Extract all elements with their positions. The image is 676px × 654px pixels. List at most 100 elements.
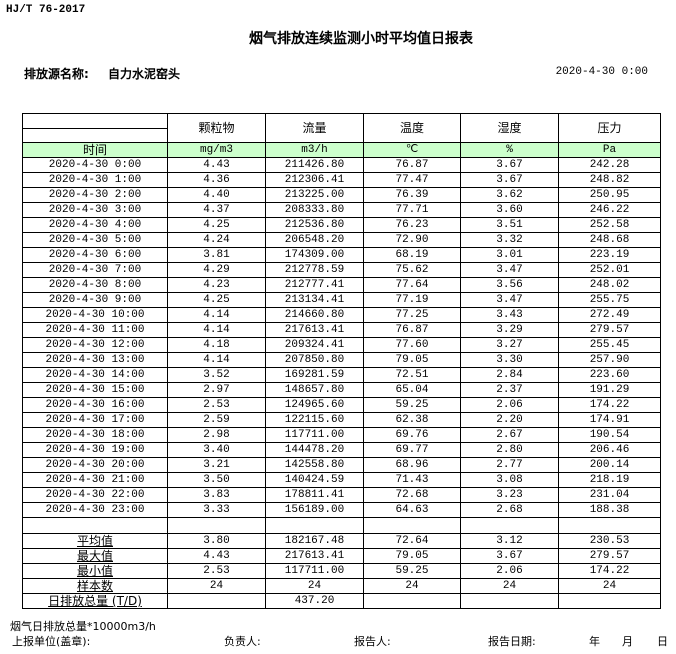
stat-temperature: 79.05: [363, 548, 461, 564]
cell-humidity: 3.43: [460, 307, 559, 323]
cell-temperature: 71.43: [363, 472, 461, 488]
cell-humidity: 3.51: [460, 217, 559, 233]
col-header-temperature: 温度: [363, 113, 461, 143]
cell-pressure: 242.28: [558, 157, 661, 173]
cell-particulate: 2.53: [167, 397, 266, 413]
col-header-pressure: 压力: [558, 113, 661, 143]
table-row: 2020-4-30 18:00 2.98 117711.00 69.76 2.67 190…: [22, 427, 661, 443]
cell-pressure: 174.91: [558, 412, 661, 428]
stat-temperature: 59.25: [363, 563, 461, 579]
cell-flow: 174309.00: [265, 247, 364, 263]
cell-temperature: 76.39: [363, 187, 461, 203]
cell-pressure: 252.01: [558, 262, 661, 278]
cell-particulate: 4.29: [167, 262, 266, 278]
cell-humidity: 3.47: [460, 292, 559, 308]
stat-pressure: 230.53: [558, 533, 661, 549]
cell-humidity: 2.80: [460, 442, 559, 458]
stat-flow: 117711.00: [265, 563, 364, 579]
cell-flow: 212777.41: [265, 277, 364, 293]
report-table: 颗粒物 流量 温度 湿度 压力 时间 mg/m3 m3/h ℃ % Pa 202…: [22, 113, 661, 609]
cell-particulate: 4.37: [167, 202, 266, 218]
cell-particulate: 4.25: [167, 217, 266, 233]
stat-row: 样本数 24 24 24 24 24: [22, 578, 661, 594]
cell-humidity: 3.56: [460, 277, 559, 293]
cell-temperature: 76.87: [363, 157, 461, 173]
table-row: 2020-4-30 20:00 3.21 142558.80 68.96 2.77 200…: [22, 457, 661, 473]
cell-pressure: 223.19: [558, 247, 661, 263]
stat-row: 日排放总量 (T/D) 437.20: [22, 593, 661, 609]
cell-particulate: 3.33: [167, 502, 266, 518]
cell-time: 2020-4-30 15:00: [22, 382, 168, 398]
cell-flow: 212536.80: [265, 217, 364, 233]
stat-row: 最小值 2.53 117711.00 59.25 2.06 174.22: [22, 563, 661, 579]
cell-pressure: 279.57: [558, 322, 661, 338]
table-row: 2020-4-30 13:00 4.14 207850.80 79.05 3.30 257…: [22, 352, 661, 368]
cell-temperature: 77.19: [363, 292, 461, 308]
cell-flow: 207850.80: [265, 352, 364, 368]
stat-pressure: 24: [558, 578, 661, 594]
cell-particulate: 4.18: [167, 337, 266, 353]
cell-pressure: 206.46: [558, 442, 661, 458]
stat-label: 平均值: [22, 533, 168, 549]
cell-temperature: 79.05: [363, 352, 461, 368]
stat-particulate: 3.80: [167, 533, 266, 549]
cell-particulate: 4.23: [167, 277, 266, 293]
cell-humidity: 2.20: [460, 412, 559, 428]
cell-particulate: 3.50: [167, 472, 266, 488]
cell-humidity: 2.77: [460, 457, 559, 473]
footer-note: 烟气日排放总量*10000m3/h: [10, 620, 156, 633]
cell-temperature: 65.04: [363, 382, 461, 398]
table-row: 2020-4-30 2:00 4.40 213225.00 76.39 3.62 250.…: [22, 187, 661, 203]
col-header-particulate: 颗粒物: [167, 113, 266, 143]
cell-pressure: 257.90: [558, 352, 661, 368]
cell-particulate: 3.40: [167, 442, 266, 458]
header-corner: [22, 113, 168, 143]
stat-flow: 24: [265, 578, 364, 594]
cell-humidity: 3.60: [460, 202, 559, 218]
cell-pressure: 248.68: [558, 232, 661, 248]
cell-humidity: 2.84: [460, 367, 559, 383]
cell-particulate: 4.40: [167, 187, 266, 203]
stat-row: 平均值 3.80 182167.48 72.64 3.12 230.53: [22, 533, 661, 549]
stat-pressure: 279.57: [558, 548, 661, 564]
cell-pressure: 255.75: [558, 292, 661, 308]
source-label: 排放源名称:: [24, 67, 89, 81]
stat-pressure: [558, 593, 661, 609]
cell-pressure: 231.04: [558, 487, 661, 503]
cell-particulate: 2.59: [167, 412, 266, 428]
unit-temperature: ℃: [363, 142, 461, 158]
cell-humidity: 3.27: [460, 337, 559, 353]
cell-time: 2020-4-30 4:00: [22, 217, 168, 233]
cell-temperature: 77.71: [363, 202, 461, 218]
cell-flow: 122115.60: [265, 412, 364, 428]
cell-pressure: 248.02: [558, 277, 661, 293]
table-row: 2020-4-30 19:00 3.40 144478.20 69.77 2.80 206…: [22, 442, 661, 458]
cell-flow: 214660.80: [265, 307, 364, 323]
cell-time: 2020-4-30 14:00: [22, 367, 168, 383]
cell-time: 2020-4-30 8:00: [22, 277, 168, 293]
col-header-humidity: 湿度: [460, 113, 559, 143]
unit-row: 时间 mg/m3 m3/h ℃ % Pa: [22, 142, 661, 158]
cell-particulate: 3.21: [167, 457, 266, 473]
cell-temperature: 69.77: [363, 442, 461, 458]
cell-time: 2020-4-30 20:00: [22, 457, 168, 473]
stat-humidity: 3.12: [460, 533, 559, 549]
cell-pressure: 218.19: [558, 472, 661, 488]
table-row: 2020-4-30 0:00 4.43 211426.80 76.87 3.67 242.…: [22, 157, 661, 173]
report-title: 烟气排放连续监测小时平均值日报表: [249, 31, 473, 47]
cell-humidity: 3.08: [460, 472, 559, 488]
cell-time: 2020-4-30 17:00: [22, 412, 168, 428]
cell-time: 2020-4-30 10:00: [22, 307, 168, 323]
cell-particulate: 2.98: [167, 427, 266, 443]
blank-cell: [363, 517, 461, 534]
cell-flow: 212306.41: [265, 172, 364, 188]
cell-flow: 178811.41: [265, 487, 364, 503]
cell-pressure: 200.14: [558, 457, 661, 473]
unit-label: 上报单位(盖章):: [12, 635, 91, 648]
cell-time: 2020-4-30 12:00: [22, 337, 168, 353]
cell-flow: 144478.20: [265, 442, 364, 458]
cell-particulate: 4.36: [167, 172, 266, 188]
cell-pressure: 272.49: [558, 307, 661, 323]
responsible-label: 负责人:: [224, 635, 261, 648]
cell-temperature: 72.90: [363, 232, 461, 248]
